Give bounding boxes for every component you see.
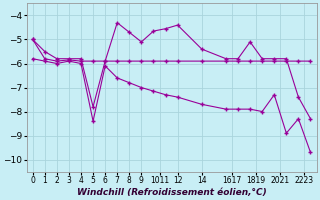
- X-axis label: Windchill (Refroidissement éolien,°C): Windchill (Refroidissement éolien,°C): [77, 188, 267, 197]
